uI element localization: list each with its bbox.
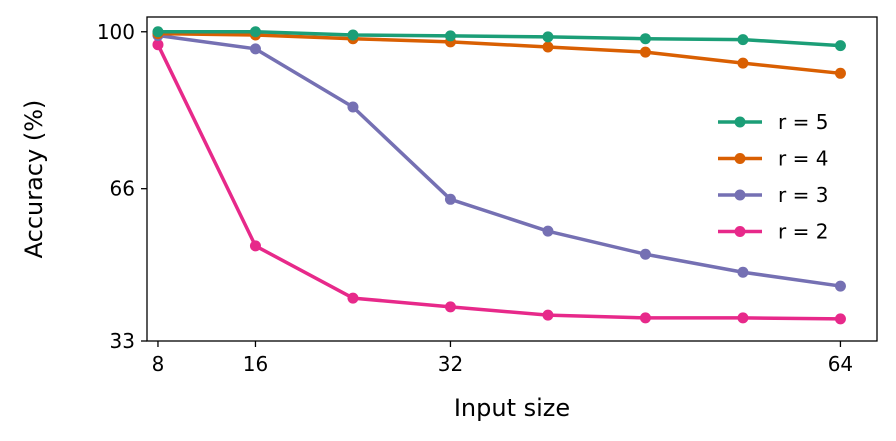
x-tick-label: 32 [438, 352, 463, 376]
data-point [834, 280, 846, 292]
legend-label: r = 3 [778, 183, 828, 207]
data-point [542, 225, 554, 237]
data-point [347, 29, 359, 41]
data-point [834, 313, 846, 325]
series-r3 [152, 29, 846, 292]
legend-marker [734, 189, 746, 201]
legend-label: r = 5 [778, 110, 828, 134]
data-point [542, 309, 554, 321]
series-line [157, 31, 841, 76]
data-point [347, 101, 359, 113]
data-point [444, 30, 456, 42]
legend-marker [734, 153, 746, 164]
data-point [152, 39, 164, 51]
series-line [157, 33, 841, 288]
y-tick-label: 33 [110, 329, 135, 353]
series-line [157, 30, 841, 48]
y-axis-label: Accuracy (%) [20, 100, 48, 259]
data-point [737, 312, 749, 324]
data-point [834, 67, 846, 79]
data-point [152, 26, 164, 38]
data-point [542, 31, 554, 43]
series-r5 [152, 26, 846, 52]
data-point [639, 46, 651, 58]
data-point [249, 26, 261, 38]
legend: r = 5 r = 4 r = 3 r = 2 [718, 110, 828, 244]
data-point [639, 33, 651, 45]
legend-label: r = 2 [778, 220, 828, 244]
y-tick-label: 100 [97, 20, 135, 44]
x-tick-label: 64 [828, 352, 853, 376]
data-point [444, 301, 456, 313]
data-point [737, 34, 749, 46]
data-point [542, 41, 554, 53]
legend-marker [734, 226, 746, 237]
data-point [737, 57, 749, 69]
legend-marker [734, 116, 746, 128]
data-point [249, 43, 261, 55]
data-point [639, 312, 651, 324]
x-tick-label: 8 [152, 352, 165, 376]
series-line [156, 43, 841, 321]
data-point [444, 193, 456, 205]
x-axis-label: Input size [454, 394, 570, 422]
data-point [347, 292, 359, 304]
series-r2 [152, 39, 846, 325]
data-point [834, 40, 846, 52]
x-tick-label: 16 [243, 352, 268, 376]
data-point [737, 266, 749, 278]
plot-frame [146, 16, 878, 342]
data-point [249, 240, 261, 252]
legend-label: r = 4 [778, 147, 828, 171]
y-tick-label: 66 [110, 177, 135, 201]
data-point [639, 248, 651, 260]
